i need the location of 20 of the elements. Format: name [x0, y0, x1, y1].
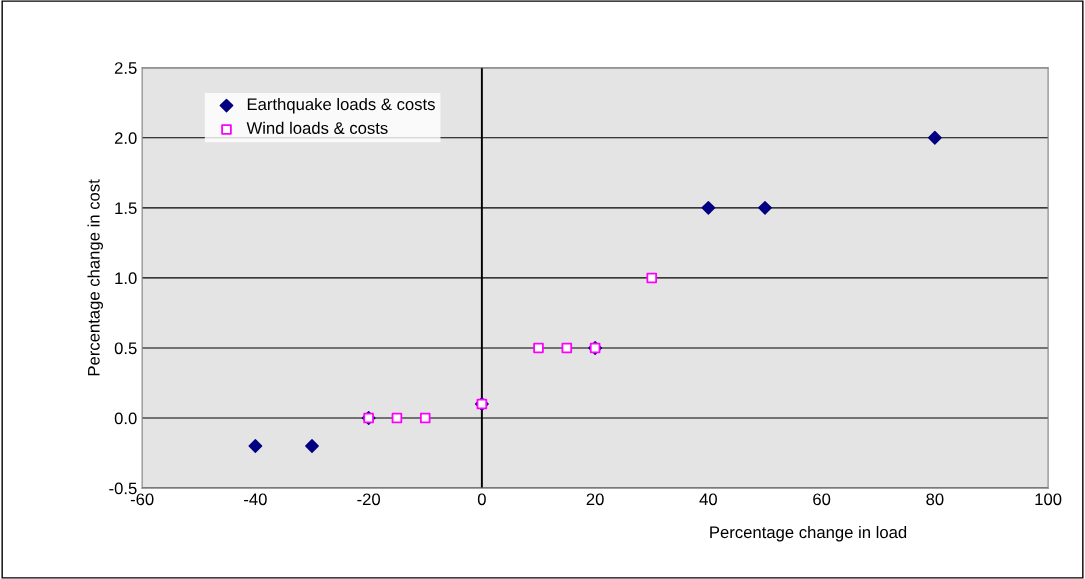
x-axis-title: Percentage change in load [710, 525, 907, 542]
x-tick-label: 60 [813, 493, 831, 506]
x-tick-label: 100 [1035, 493, 1062, 506]
x-tick-label: -40 [244, 493, 267, 506]
legend-label: Wind loads & costs [246, 121, 388, 134]
x-tick-label: 20 [586, 493, 604, 506]
y-tick-label: 0.0 [114, 412, 137, 425]
y-axis-title: Percentage change in cost [87, 179, 103, 376]
legend-label: Earthquake loads & costs [247, 97, 435, 114]
x-tick-label: 40 [699, 493, 717, 506]
x-tick-label: -60 [130, 493, 154, 506]
y-tick-label: 1.0 [115, 272, 137, 285]
y-tick-label: -0.5 [109, 482, 137, 495]
y-tick-label: 0.5 [114, 342, 137, 355]
y-tick-label: 1.5 [115, 202, 137, 215]
y-tick-label: 2.5 [114, 62, 137, 74]
x-tick-label: -20 [357, 493, 381, 506]
x-tick-label: 80 [926, 493, 944, 506]
x-tick-label: 0 [477, 493, 486, 506]
y-tick-label: 2.0 [114, 132, 137, 145]
